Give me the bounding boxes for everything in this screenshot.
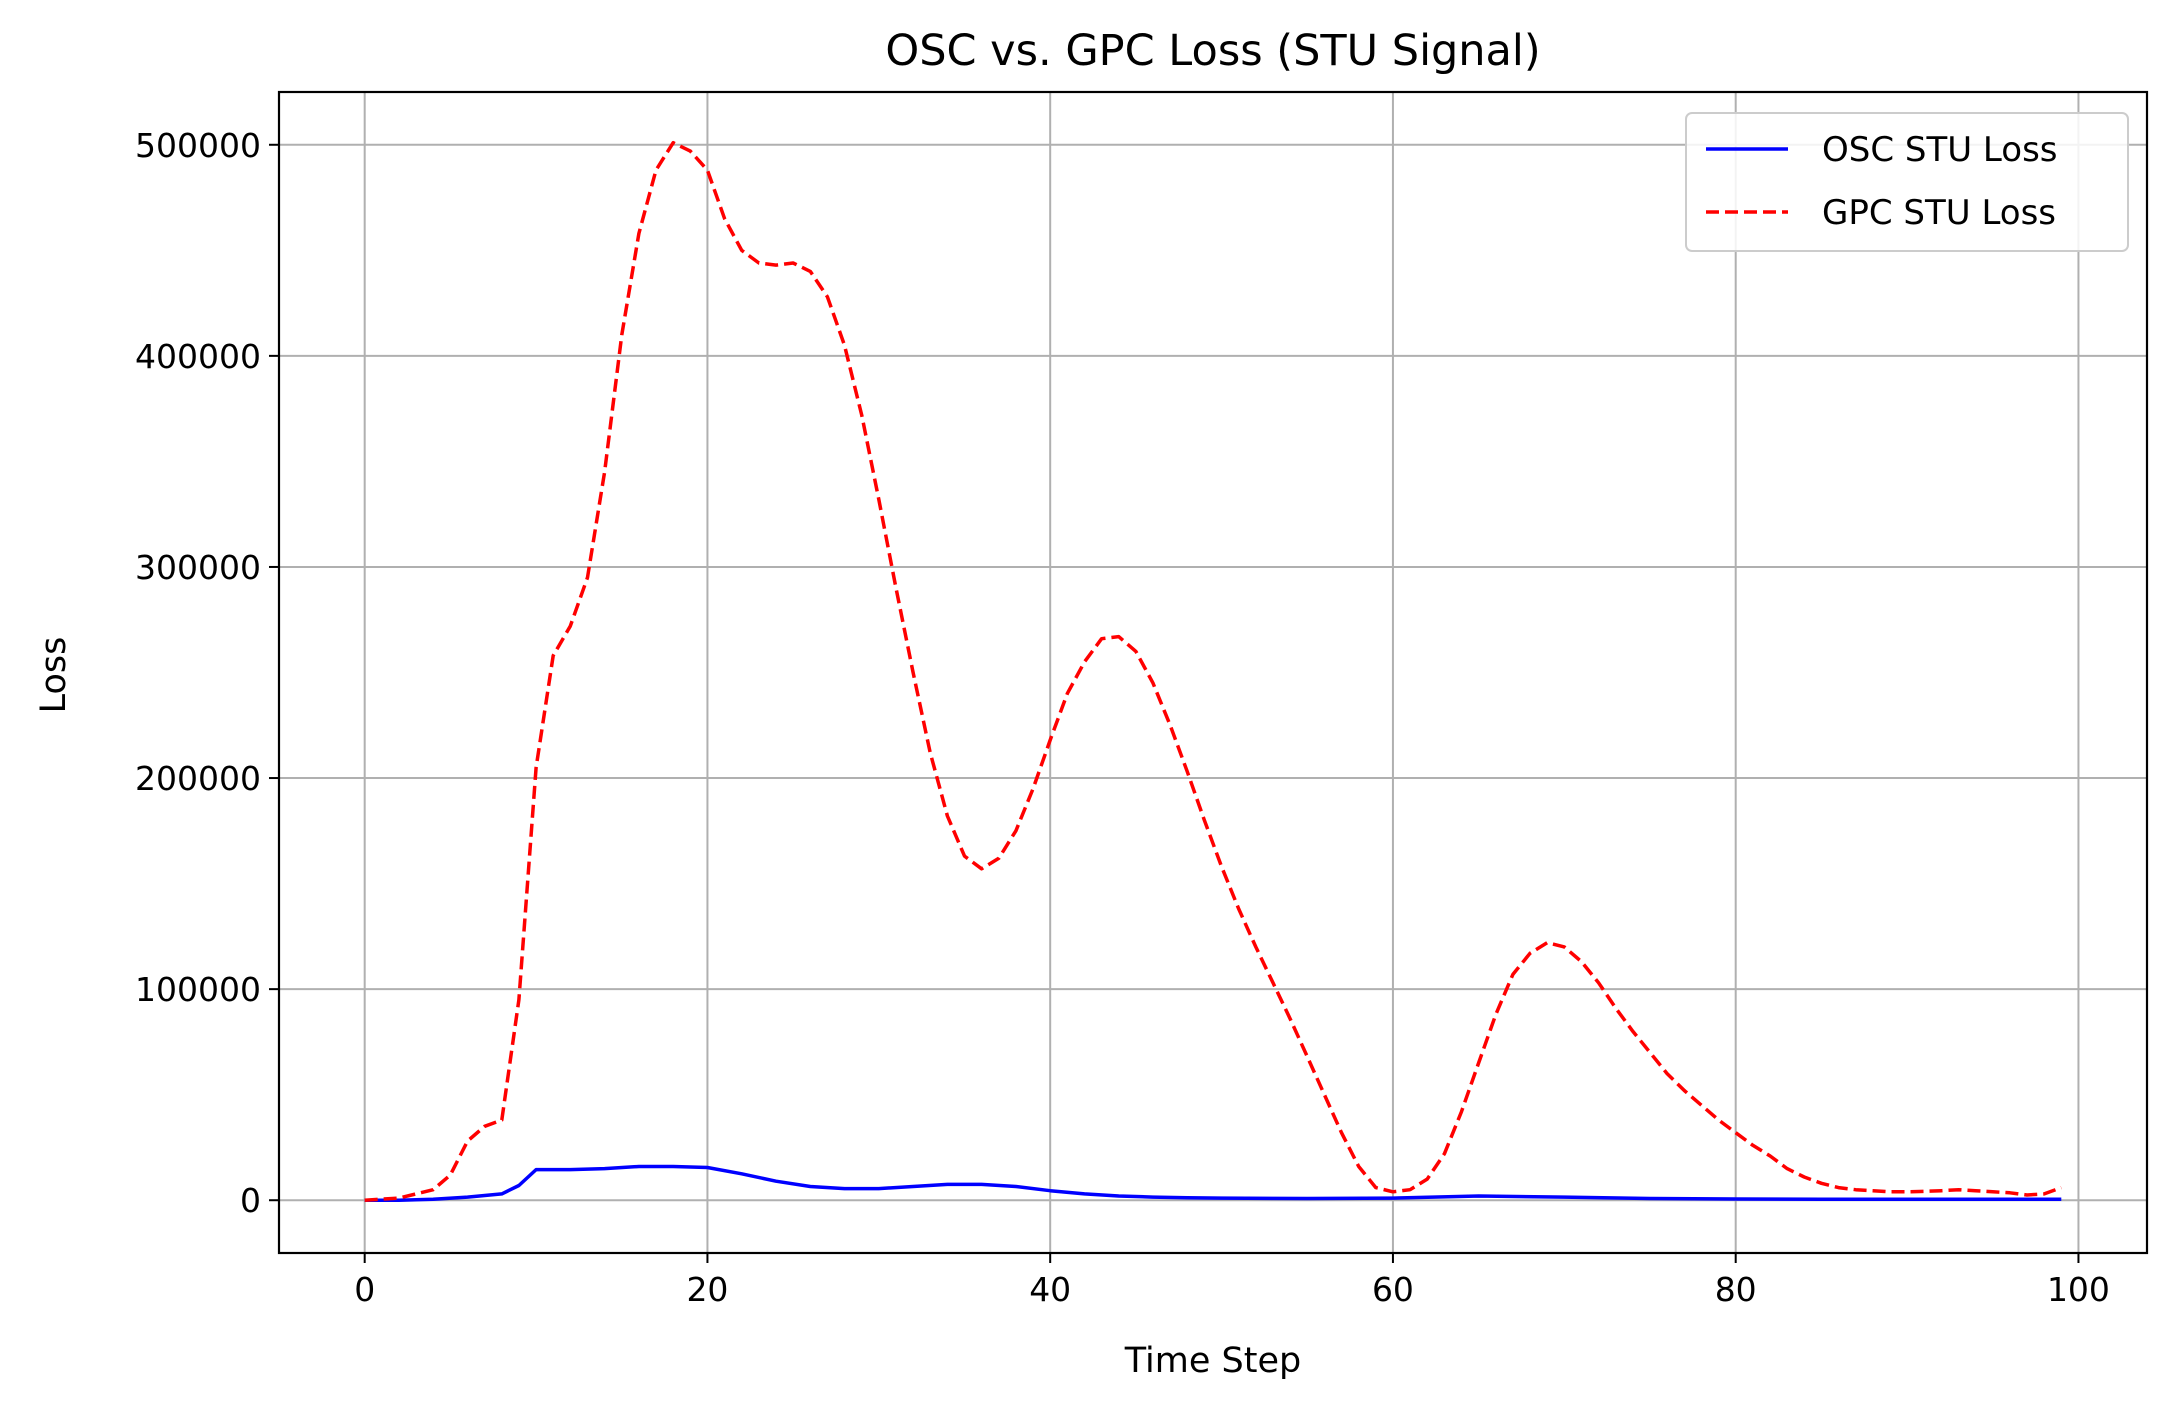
y-tick-label: 300000 — [135, 548, 261, 587]
legend-label-osc: OSC STU Loss — [1822, 130, 2058, 170]
x-tick-label: 80 — [1715, 1270, 1757, 1309]
plot-frame — [277, 90, 2149, 1255]
legend-box — [1685, 112, 2129, 252]
x-tick-label: 0 — [354, 1270, 375, 1309]
x-axis-label: Time Step — [1124, 1341, 1301, 1381]
y-axis-label: Loss — [34, 637, 74, 714]
grid — [279, 92, 2147, 1253]
series-line-osc-stu-loss — [364, 1164, 2062, 1202]
series-lines — [364, 140, 2062, 1202]
y-tick-label: 0 — [240, 1181, 261, 1220]
x-tick-label: 20 — [686, 1270, 728, 1309]
y-tick-label: 100000 — [135, 970, 261, 1009]
ticks: 0 20 40 60 80 100 0 100000 200000 300000 400000 500… — [135, 126, 2110, 1309]
series-line-gpc-stu-loss — [364, 140, 2062, 1202]
legend-label-gpc: GPC STU Loss — [1822, 193, 2056, 233]
legend: OSC STU Loss GPC STU Loss — [1685, 112, 2129, 252]
y-tick-label: 400000 — [135, 337, 261, 376]
x-tick-label: 60 — [1372, 1270, 1414, 1309]
chart-title: OSC vs. GPC Loss (STU Signal) — [885, 26, 1540, 76]
x-tick-label: 100 — [2047, 1270, 2110, 1309]
y-tick-label: 200000 — [135, 759, 261, 798]
x-tick-label: 40 — [1029, 1270, 1071, 1309]
y-tick-label: 500000 — [135, 126, 261, 165]
